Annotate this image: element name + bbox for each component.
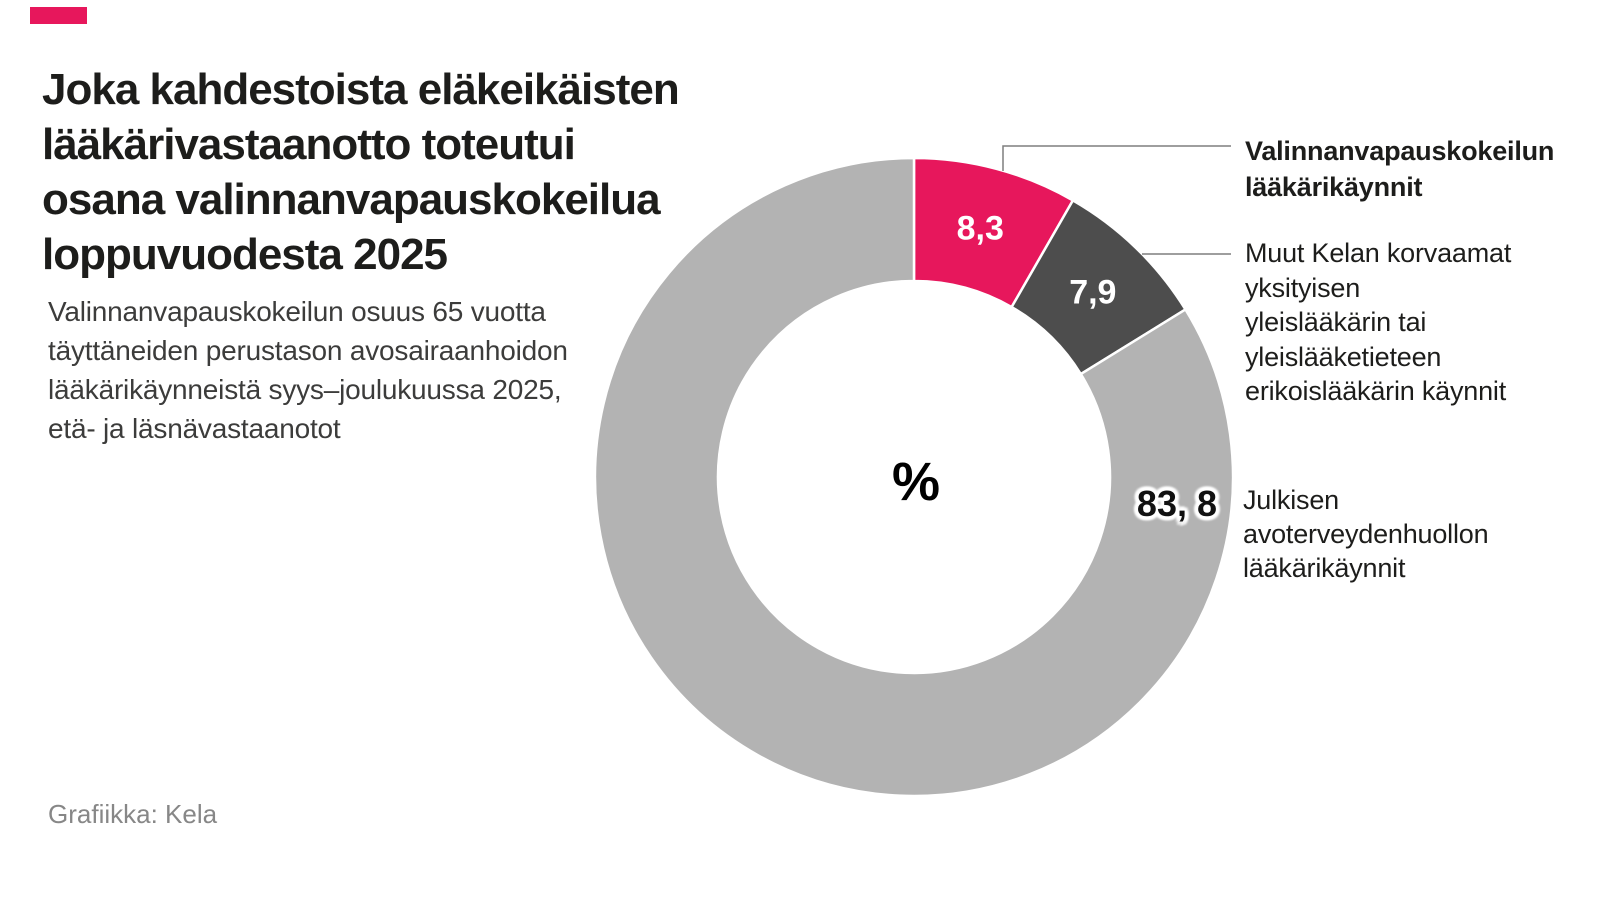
donut-segments — [593, 156, 1235, 798]
slice2-callout-label: Muut Kelan korvaamat yksityisen yleislää… — [1245, 238, 1512, 406]
donut-center-unit: % — [892, 452, 940, 512]
leader-line-slice1 — [1002, 145, 1231, 171]
brand-accent-bar — [30, 7, 87, 24]
page-title: Joka kahdestoista eläkeikäisten lääkäriv… — [42, 65, 680, 279]
donut-segment-3 — [593, 156, 1235, 798]
slice1-callout-label: Valinnanvapauskokeilun lääkärikäynnit — [1245, 136, 1555, 202]
slice3-callout-label: Julkisen avoterveydenhuollon lääkärikäyn… — [1243, 485, 1489, 583]
source-credit: Grafiikka: Kela — [48, 799, 218, 829]
chart-description: Valinnanvapauskokeilun osuus 65 vuotta t… — [48, 296, 568, 444]
slice1-value-label: 8,3 — [957, 210, 1004, 248]
donut-value-labels: 8,3 7,9 — [957, 210, 1117, 312]
slice2-value-label: 7,9 — [1069, 273, 1116, 311]
slice3-value-label: 83, 8 — [1136, 483, 1217, 524]
